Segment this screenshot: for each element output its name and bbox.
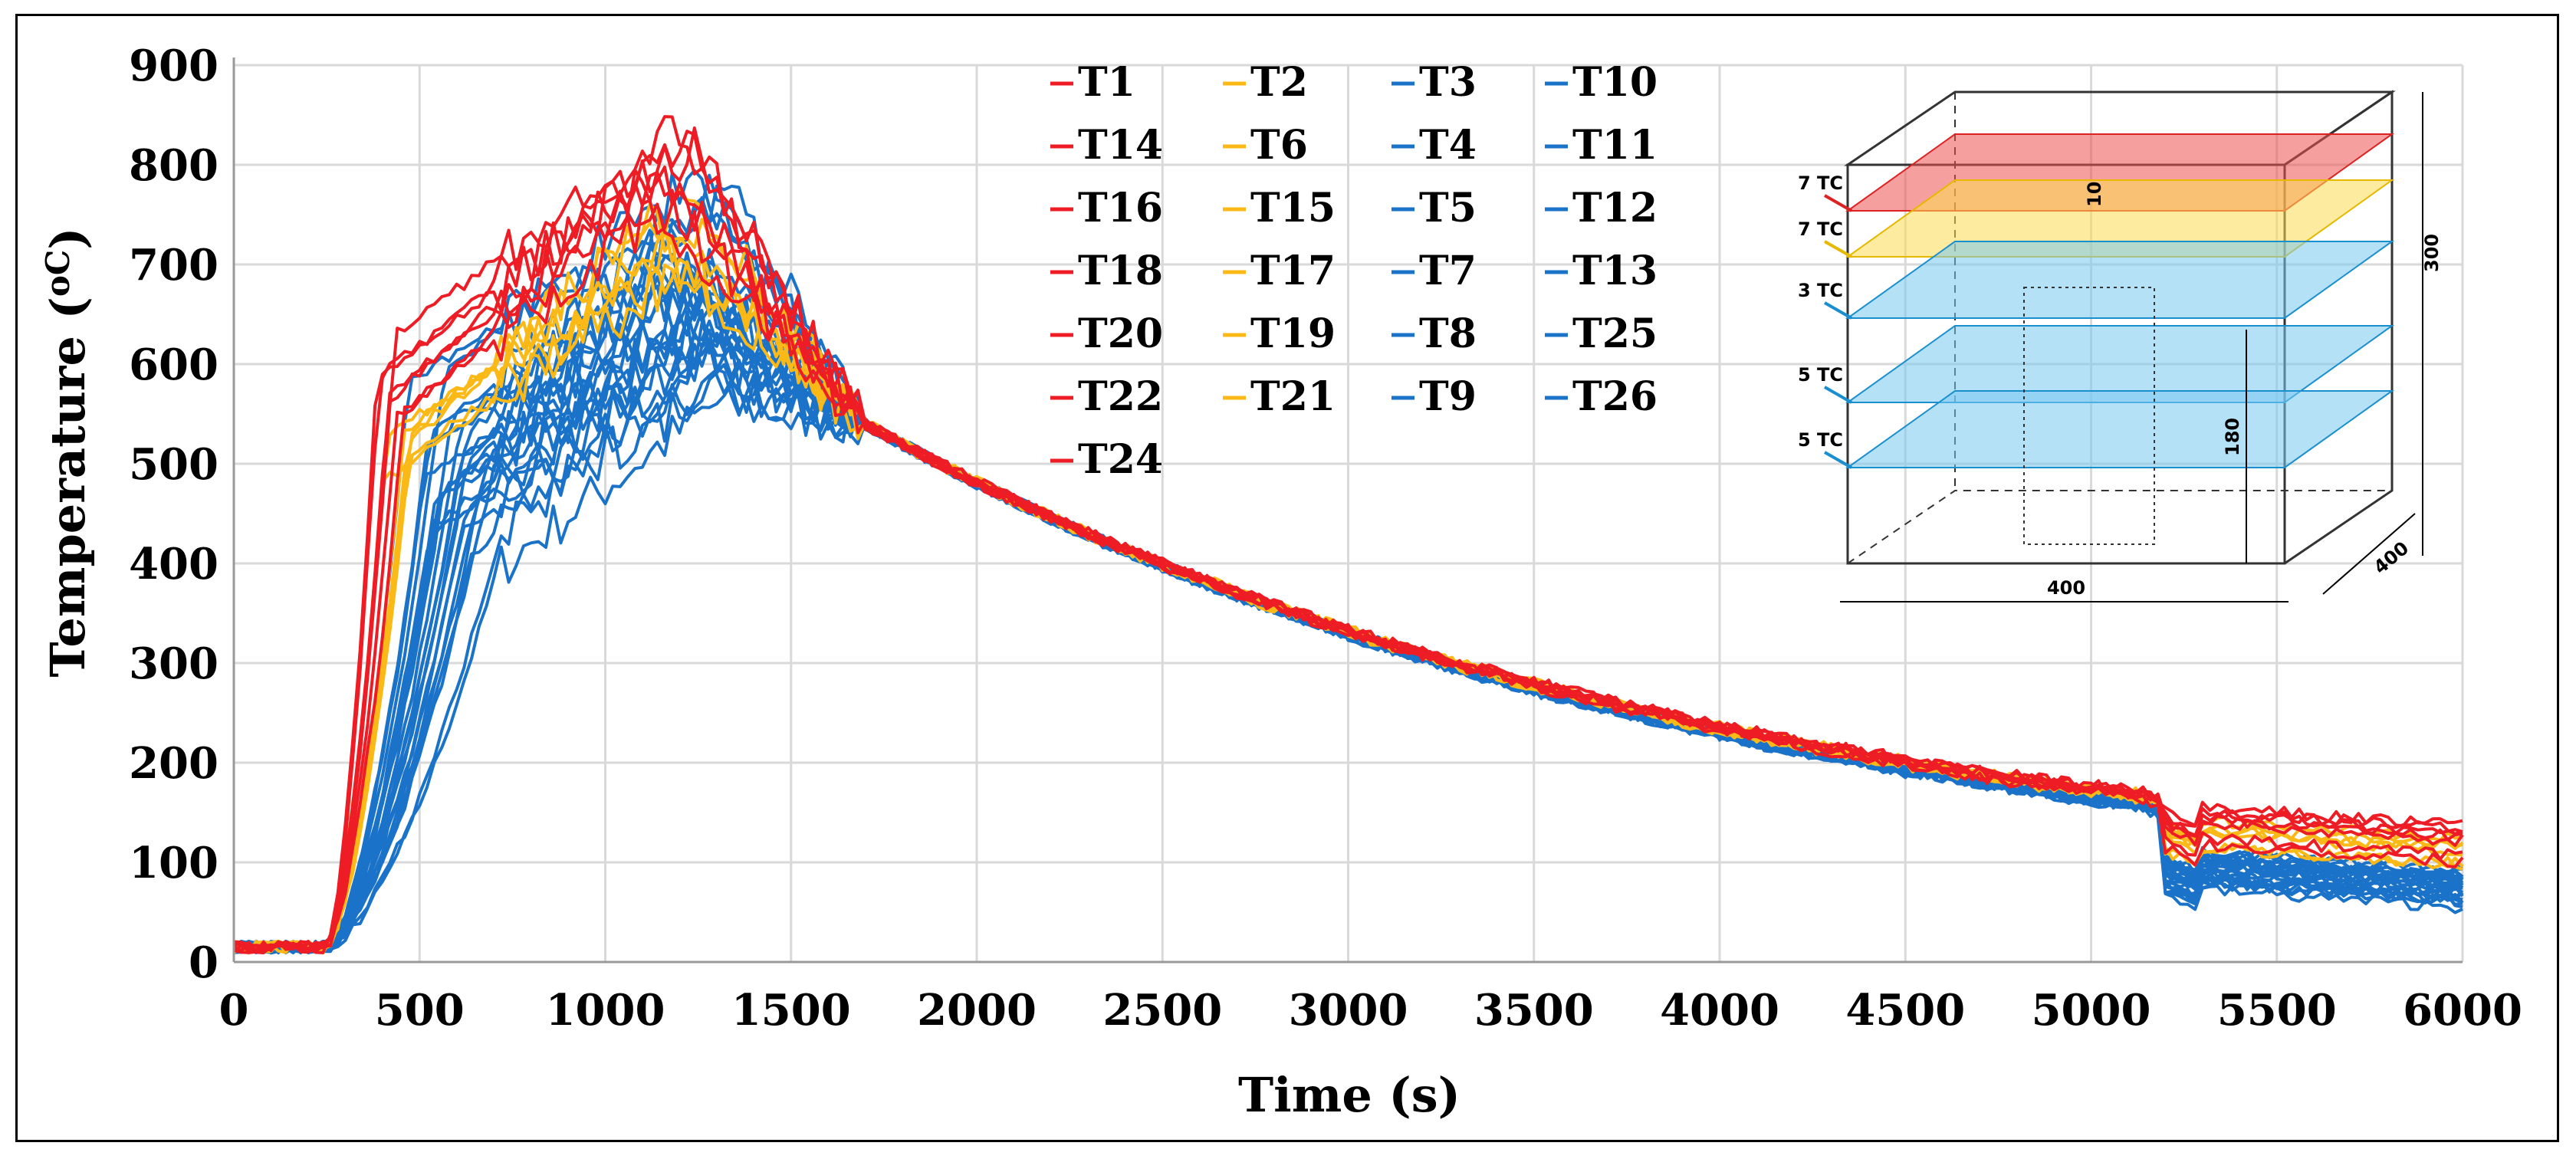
y-tick-300: 300 [129,639,219,689]
tick-labels: 0 500 1000 1500 2000 2500 3000 3500 4000 4500 5000… [129,41,2522,1036]
x-tick-5500: 5500 [2217,985,2337,1036]
inset-level-arrow-4 [1824,386,1852,404]
series-lines [232,115,2464,955]
y-tick-100: 100 [129,838,219,888]
x-tick-2000: 2000 [917,985,1037,1036]
inset-level-arrow-1 [1824,194,1852,212]
legend-label-T7: T7 [1419,248,1477,294]
y-axis-label-unit: oC [39,250,77,297]
x-tick-1500: 1500 [731,985,851,1036]
legend-label-T20: T20 [1078,310,1163,357]
legend-label-T1: T1 [1078,59,1135,106]
inset-level-label-5: 5 TC [1798,429,1843,451]
series-red-5 [232,115,2463,953]
series-red-6 [232,202,2464,954]
legend-label-T25: T25 [1572,310,1658,357]
series-red-4 [233,126,2463,954]
inset-dim-spacing: 10 [2084,182,2105,207]
thermocouple-layout-inset: 7 TC 7 TC 3 TC 5 TC 5 TC 400 400 300 180 10 [1798,90,2443,602]
y-tick-400: 400 [129,539,219,589]
legend-label-T4: T4 [1419,122,1477,169]
legend-label-T3: T3 [1419,59,1477,106]
inset-level-label-4: 5 TC [1798,364,1843,386]
inset-dim-depth-line [2322,513,2416,595]
inset-door-opening [2023,287,2155,545]
inset-level-arrow-5 [1824,451,1852,469]
y-axis-label-main: Temperature ( [40,297,96,677]
inset-plane-3 [1845,241,2395,319]
figure-frame [15,14,2559,1142]
x-tick-2500: 2500 [1102,985,1222,1036]
inset-plane-5 [1845,390,2395,468]
x-tick-3500: 3500 [1474,985,1594,1036]
legend-label-T21: T21 [1250,373,1336,420]
legend: T1 T14 T16 T18 T20 T22 T24 T2 T6 T15 T17 T19 T21 T3 T4… [1050,59,1658,483]
legend-label-T5: T5 [1419,185,1477,231]
legend-label-T22: T22 [1078,373,1163,420]
legend-label-T2: T2 [1250,59,1308,106]
inset-level-label-2: 7 TC [1798,218,1843,240]
x-tick-0: 0 [219,985,249,1036]
legend-label-T17: T17 [1250,248,1336,294]
inset-dim-width: 400 [2047,577,2085,599]
legend-label-T24: T24 [1078,436,1163,483]
y-axis-label-close: ) [40,227,96,249]
legend-label-T10: T10 [1572,59,1658,106]
x-tick-4000: 4000 [1660,985,1779,1036]
legend-label-T16: T16 [1078,185,1163,231]
x-tick-1000: 1000 [546,985,665,1036]
x-tick-5000: 5000 [2032,985,2151,1036]
legend-label-T11: T11 [1572,122,1658,169]
y-axis-label: Temperature (oC) [39,227,96,677]
y-tick-500: 500 [129,439,219,490]
legend-label-T9: T9 [1419,373,1477,420]
legend-label-T19: T19 [1250,310,1336,357]
y-tick-0: 0 [189,937,219,988]
series-red-7 [233,170,2464,954]
x-tick-500: 500 [375,985,465,1036]
inset-dim-inner: 180 [2222,418,2243,456]
legend-label-T26: T26 [1572,373,1658,420]
y-tick-900: 900 [129,41,219,91]
y-tick-600: 600 [129,340,219,390]
inset-level-arrow-3 [1824,301,1852,320]
inset-dim-depth: 400 [2370,537,2413,579]
legend-label-T6: T6 [1250,122,1308,169]
inset-level-label-1: 7 TC [1798,172,1843,194]
legend-label-T13: T13 [1572,248,1658,294]
inset-level-label-3: 3 TC [1798,280,1843,301]
inset-dim-height: 300 [2421,234,2443,272]
x-axis-label: Time (s) [1238,1067,1460,1123]
legend-label-T12: T12 [1572,185,1658,231]
series-blue-24 [232,184,2463,954]
axes [232,57,2463,964]
legend-label-T14: T14 [1078,122,1163,169]
y-tick-700: 700 [129,240,219,291]
x-tick-4500: 4500 [1845,985,1965,1036]
legend-label-T8: T8 [1419,310,1477,357]
y-tick-200: 200 [129,738,219,789]
legend-label-T18: T18 [1078,248,1163,294]
x-tick-6000: 6000 [2403,985,2522,1036]
inset-box-hidden [1847,490,2392,564]
y-tick-800: 800 [129,140,219,191]
inset-level-arrow-2 [1824,240,1852,258]
inset-box-side [2284,90,2394,565]
legend-label-T15: T15 [1250,185,1336,231]
x-tick-3000: 3000 [1289,985,1408,1036]
